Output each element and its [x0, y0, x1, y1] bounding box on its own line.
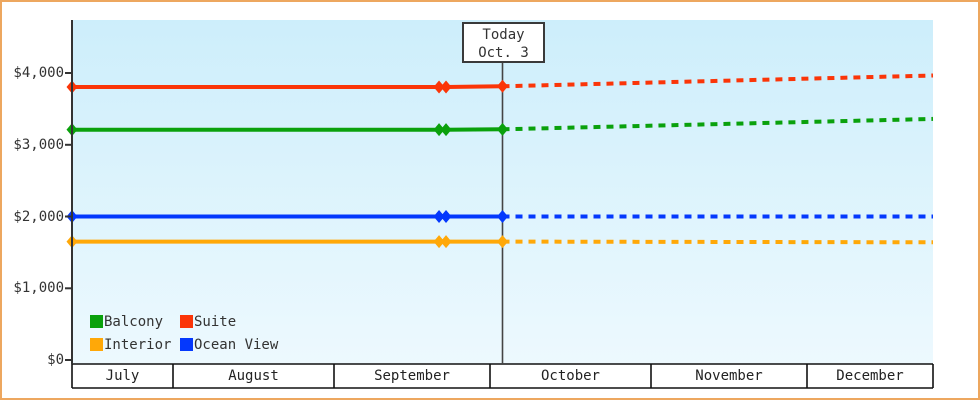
legend-label: Suite [194, 314, 237, 330]
legend-item-ocean-view: Ocean View [180, 335, 278, 355]
y-tick-label: $2,000 [13, 209, 64, 225]
legend-item-interior: Interior [90, 335, 180, 355]
balcony-swatch-icon [90, 315, 103, 328]
y-tick-label: $4,000 [13, 65, 64, 81]
y-tick-label: $3,000 [13, 137, 64, 153]
month-label: September [374, 368, 450, 384]
today-annotation: Today Oct. 3 [462, 22, 545, 63]
month-label: November [695, 368, 763, 384]
legend-label: Ocean View [194, 337, 279, 353]
ocean-view-swatch-icon [180, 338, 193, 351]
month-label: July [105, 368, 140, 384]
legend-item-suite: Suite [180, 312, 278, 332]
legend-label: Interior [104, 337, 172, 353]
today-annotation-date: Oct. 3 [478, 45, 529, 61]
legend-label: Balcony [104, 314, 164, 330]
interior-swatch-icon [90, 338, 103, 351]
y-tick-label: $0 [47, 352, 64, 368]
legend: Balcony Suite Interior Ocean View [90, 312, 278, 355]
legend-item-balcony: Balcony [90, 312, 180, 332]
today-annotation-title: Today [482, 27, 525, 43]
suite-swatch-icon [180, 315, 193, 328]
month-label: August [228, 368, 279, 384]
month-label: October [540, 368, 600, 384]
y-tick-label: $1,000 [13, 280, 64, 296]
month-label: December [836, 368, 904, 384]
